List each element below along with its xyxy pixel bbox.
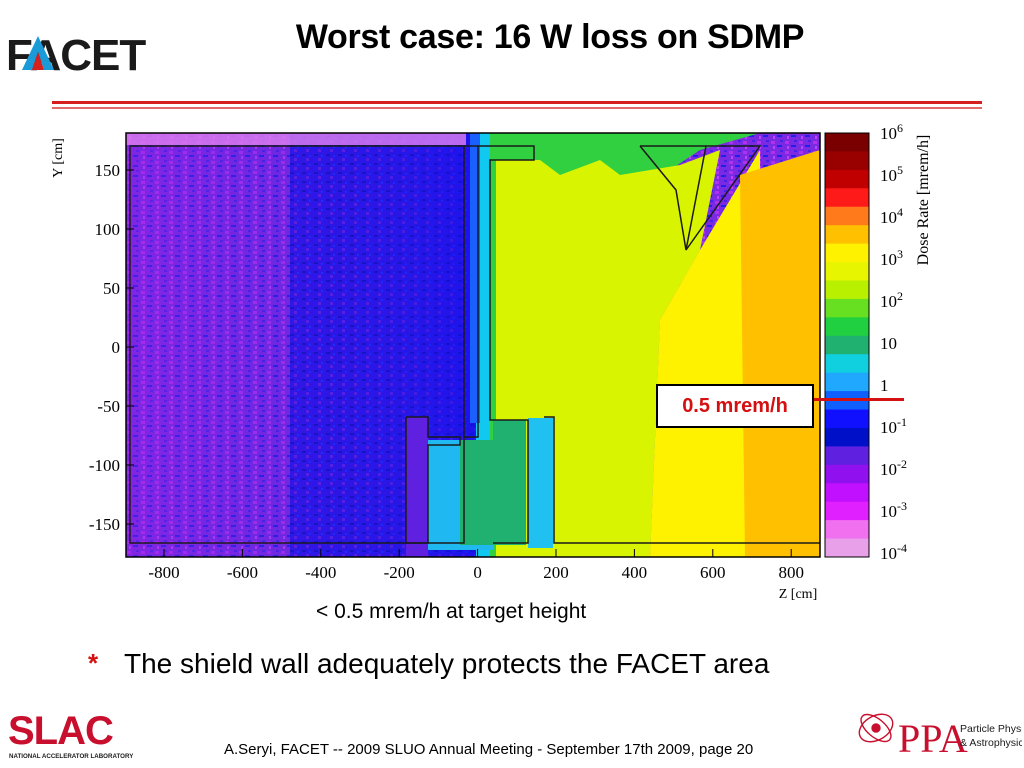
colorbar-swatch (825, 317, 869, 337)
blue-edge-band (470, 133, 480, 423)
colorbar-tick-label: 10-4 (880, 541, 907, 563)
colorbar-swatch (825, 483, 869, 503)
enclosure-outline (129, 145, 465, 544)
colorbar-swatch (825, 520, 869, 540)
colorbar-tick-label: 10-3 (880, 499, 907, 521)
callout-pointer (814, 398, 904, 401)
colorbar-tick-label: 1 (880, 376, 889, 395)
y-tick-label: 150 (95, 161, 121, 180)
colorbar-tick-label: 10 (880, 334, 897, 353)
lower-block-teal-2 (493, 420, 526, 545)
dose-map-figure: Y [cm] Z [cm] -800 -600 -400 -200 0 200 400 600… (51, 121, 932, 602)
bullet-text: The shield wall adequately protects the … (124, 648, 770, 679)
y-tick-label: 0 (112, 338, 121, 357)
ppa-orbit-icon (858, 713, 894, 743)
y-tick-label: 50 (103, 279, 120, 298)
colorbar-swatch (825, 188, 869, 208)
colorbar-swatch (825, 133, 869, 152)
colorbar-tick-label: 102 (880, 289, 903, 311)
title-rule (52, 101, 982, 104)
facet-logo-flame-icon (32, 52, 44, 70)
slac-logo-subtext: NATIONAL ACCELERATOR LABORATORY (9, 753, 134, 760)
y-tick-labels: 150 100 50 0 -50 -100 -150 (89, 161, 134, 534)
colorbar-swatch (825, 354, 869, 374)
shielding-outline (129, 145, 820, 544)
x-tick-label: -600 (227, 563, 258, 582)
facet-logo-text: FACET (6, 31, 146, 78)
plot-caption: < 0.5 mrem/h at target height (316, 600, 587, 623)
colorbar-tick-label: 104 (880, 205, 903, 227)
plot-frame (125, 132, 821, 558)
y-tick-label: -150 (89, 515, 120, 534)
colorbar-swatch (825, 262, 869, 281)
ppa-logo-line1: Particle Physics (960, 723, 1022, 735)
x-tick-label: -400 (305, 563, 336, 582)
colorbar-label: Dose Rate [mrem/h] (915, 135, 932, 266)
title-rule-thin (52, 107, 982, 109)
duct-outline-2 (685, 145, 762, 251)
colorbar-swatch (825, 372, 869, 392)
bullet-marker: * (88, 648, 99, 678)
colorbar-tick-label: 105 (880, 163, 903, 185)
lower-block-teal (460, 440, 495, 545)
slac-logo-text: SLAC (8, 709, 113, 753)
colorbar-swatch (825, 169, 869, 189)
floor-outline (544, 416, 820, 544)
footer-citation: A.Seryi, FACET -- 2009 SLUO Annual Meeti… (224, 741, 754, 758)
colorbar-tick-label: 10-1 (880, 415, 907, 437)
threshold-callout: 0.5 mrem/h (656, 384, 814, 428)
x-tick-label: 600 (700, 563, 726, 582)
page-title: Worst case: 16 W loss on SDMP (295, 18, 805, 56)
colorbar-swatch (825, 427, 869, 447)
top-strip (126, 133, 466, 145)
y-tick-label: -100 (89, 456, 120, 475)
colorbar-swatch (825, 335, 869, 355)
colorbar-swatch (825, 298, 869, 318)
colorbar-frame (824, 132, 870, 558)
x-axis-label: Z [cm] (779, 587, 817, 602)
dose-map-area (125, 132, 821, 558)
ppa-logo: PPA Particle Physics & Astrophysics (858, 713, 1022, 761)
colorbar-swatch (825, 280, 869, 300)
facet-logo: FACET (6, 31, 147, 78)
lower-block-cyan-2 (528, 418, 553, 548)
colorbar-swatch (825, 464, 869, 484)
y-tick-label: -50 (97, 397, 120, 416)
block-outline (405, 416, 461, 544)
colorbar-tick-label: 103 (880, 247, 903, 269)
orange-zone (740, 150, 820, 557)
wall-outline-left (464, 145, 479, 438)
colorbar-swatch (825, 446, 869, 466)
yellow-zone (650, 150, 760, 557)
colorbar-swatch (825, 206, 869, 226)
colorbar-swatch (825, 409, 869, 429)
x-tick-label: 400 (622, 563, 648, 582)
colorbar (825, 133, 869, 558)
colorbar-swatch (825, 538, 869, 558)
colorbar-swatch (825, 225, 869, 245)
facet-logo-a-mark (22, 36, 54, 70)
colorbar-tick-label: 106 (880, 121, 903, 143)
colorbar-swatch (825, 501, 869, 521)
x-tick-label: -800 (148, 563, 179, 582)
ppa-logo-line2: & Astrophysics (960, 737, 1022, 749)
x-tick-label: 200 (543, 563, 569, 582)
wall-outline-main (478, 145, 535, 544)
x-tick-label: 800 (778, 563, 804, 582)
ppa-logo-text: PPA (898, 716, 968, 761)
y-axis-label: Y [cm] (51, 138, 66, 178)
colorbar-swatch (825, 243, 869, 263)
y-tick-label: 100 (95, 220, 121, 239)
colorbar-tick-label: 10-2 (880, 457, 907, 479)
x-tick-label: 0 (473, 563, 482, 582)
x-tick-labels: -800 -600 -400 -200 0 200 400 600 800 (148, 549, 804, 582)
colorbar-swatch (825, 151, 869, 171)
x-tick-label: -200 (384, 563, 415, 582)
lower-block-purple (406, 417, 428, 557)
slac-logo: SLAC NATIONAL ACCELERATOR LABORATORY (8, 709, 134, 760)
